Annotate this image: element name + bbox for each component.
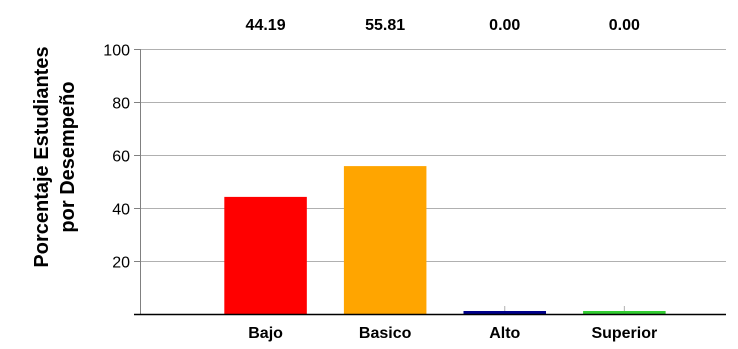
y-tick-labels: 20 40 60 80 100 — [103, 43, 130, 272]
y-tick-label: 20 — [112, 255, 130, 272]
y-axis-title: Porcentaje Estudiantes por Desempeño — [31, 46, 79, 267]
value-label-basico: 55.81 — [365, 17, 405, 34]
value-label-superior: 0.00 — [609, 17, 640, 34]
y-axis-title-line-2: por Desempeño — [57, 81, 79, 232]
bar-superior — [583, 311, 666, 314]
y-axis-title-line-1: Porcentaje Estudiantes — [31, 46, 53, 267]
value-label-alto: 0.00 — [489, 17, 520, 34]
x-tick-label-basico: Basico — [359, 325, 412, 342]
y-tick-label: 40 — [112, 202, 130, 219]
bar-basico — [343, 166, 427, 314]
value-label-bajo: 44.19 — [246, 17, 286, 34]
y-tick-label: 80 — [112, 96, 130, 113]
x-tick-labels: Bajo Basico Alto Superior — [248, 325, 657, 342]
bar-alto — [463, 311, 547, 314]
bar-bajo — [224, 196, 307, 314]
axes — [134, 49, 726, 316]
y-tick-label: 60 — [112, 149, 130, 166]
bars — [224, 166, 666, 314]
x-tick-label-bajo: Bajo — [248, 325, 283, 342]
y-tick-label: 100 — [103, 43, 130, 60]
x-tick-label-superior: Superior — [591, 325, 657, 342]
x-tick-label-alto: Alto — [489, 325, 520, 342]
value-labels: 44.19 55.81 0.00 0.00 — [246, 17, 640, 34]
